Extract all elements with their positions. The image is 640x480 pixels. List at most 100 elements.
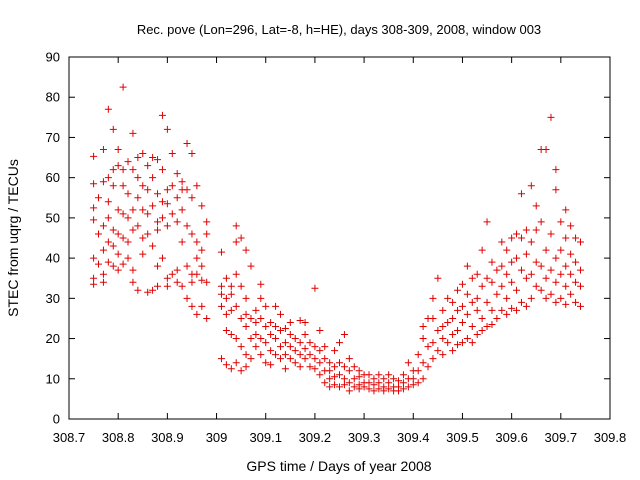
data-point (257, 335, 265, 343)
data-point (390, 375, 398, 383)
data-point (286, 343, 294, 351)
data-point (522, 226, 530, 234)
data-point (527, 182, 535, 190)
data-point (144, 288, 152, 296)
data-point (503, 294, 511, 302)
data-point (547, 266, 555, 274)
data-point (331, 347, 339, 355)
data-point (158, 111, 166, 119)
data-point (537, 262, 545, 270)
data-point (114, 146, 122, 154)
data-point (183, 262, 191, 270)
data-point (395, 387, 403, 395)
data-point (301, 345, 309, 353)
data-point (198, 302, 206, 310)
data-point (237, 314, 245, 322)
data-point (517, 266, 525, 274)
data-point (576, 282, 584, 290)
data-point (365, 379, 373, 387)
data-point (262, 339, 270, 347)
data-point (257, 351, 265, 359)
data-point (355, 367, 363, 375)
data-point (139, 250, 147, 258)
data-point (468, 274, 476, 282)
data-point (124, 214, 132, 222)
data-point (296, 351, 304, 359)
data-point (198, 246, 206, 254)
data-point (562, 300, 570, 308)
data-point (345, 355, 353, 363)
data-point (311, 365, 319, 373)
data-point (547, 290, 555, 298)
data-point (119, 234, 127, 242)
axis-ticks: 308.7 308.8 308.9 309 309.1 309.2 309.3 309.4 30… (46, 50, 627, 446)
data-point (503, 270, 511, 278)
data-point (178, 238, 186, 246)
data-point (129, 278, 137, 286)
data-point (158, 214, 166, 222)
data-point (576, 302, 584, 310)
data-point (513, 306, 521, 314)
data-point (178, 282, 186, 290)
data-point (149, 174, 157, 182)
data-point (134, 286, 142, 294)
data-point (404, 383, 412, 391)
data-point (542, 294, 550, 302)
y-axis-label: STEC from uqrg / TECUs (5, 159, 21, 317)
data-point (144, 186, 152, 194)
data-point (537, 286, 545, 294)
data-point (193, 238, 201, 246)
data-point (168, 182, 176, 190)
data-point (493, 290, 501, 298)
data-point (109, 262, 117, 270)
data-point (340, 375, 348, 383)
data-point (242, 363, 250, 371)
data-point (532, 282, 540, 290)
data-point (572, 278, 580, 286)
data-point (557, 270, 565, 278)
data-point (498, 282, 506, 290)
data-point (473, 270, 481, 278)
data-point (449, 347, 457, 355)
data-point (355, 373, 363, 381)
data-point (168, 270, 176, 278)
data-point (124, 190, 132, 198)
data-point (139, 234, 147, 242)
data-point (517, 298, 525, 306)
data-point (109, 226, 117, 234)
data-point (331, 363, 339, 371)
data-point (449, 314, 457, 322)
x-tick-label: 309.4 (397, 430, 430, 445)
data-point (557, 294, 565, 302)
data-point (232, 270, 240, 278)
data-point (473, 306, 481, 314)
data-point (286, 331, 294, 339)
data-point (301, 355, 309, 363)
data-point (454, 341, 462, 349)
data-point (532, 258, 540, 266)
y-tick-label: 70 (46, 130, 60, 145)
x-tick-label: 309.3 (348, 430, 381, 445)
data-point (262, 322, 270, 330)
data-point (183, 222, 191, 230)
data-point (458, 339, 466, 347)
data-points (90, 83, 584, 395)
data-point (168, 210, 176, 218)
data-point (508, 258, 516, 266)
data-point (281, 339, 289, 347)
data-point (154, 190, 162, 198)
data-point (419, 322, 427, 330)
data-point (134, 222, 142, 230)
data-point (572, 298, 580, 306)
data-point (95, 194, 103, 202)
data-point (139, 182, 147, 190)
data-point (463, 310, 471, 318)
data-point (217, 248, 225, 256)
data-point (375, 385, 383, 393)
y-tick-label: 60 (46, 170, 60, 185)
x-tick-label: 309.6 (495, 430, 528, 445)
data-point (478, 246, 486, 254)
data-point (463, 262, 471, 270)
data-point (350, 363, 358, 371)
